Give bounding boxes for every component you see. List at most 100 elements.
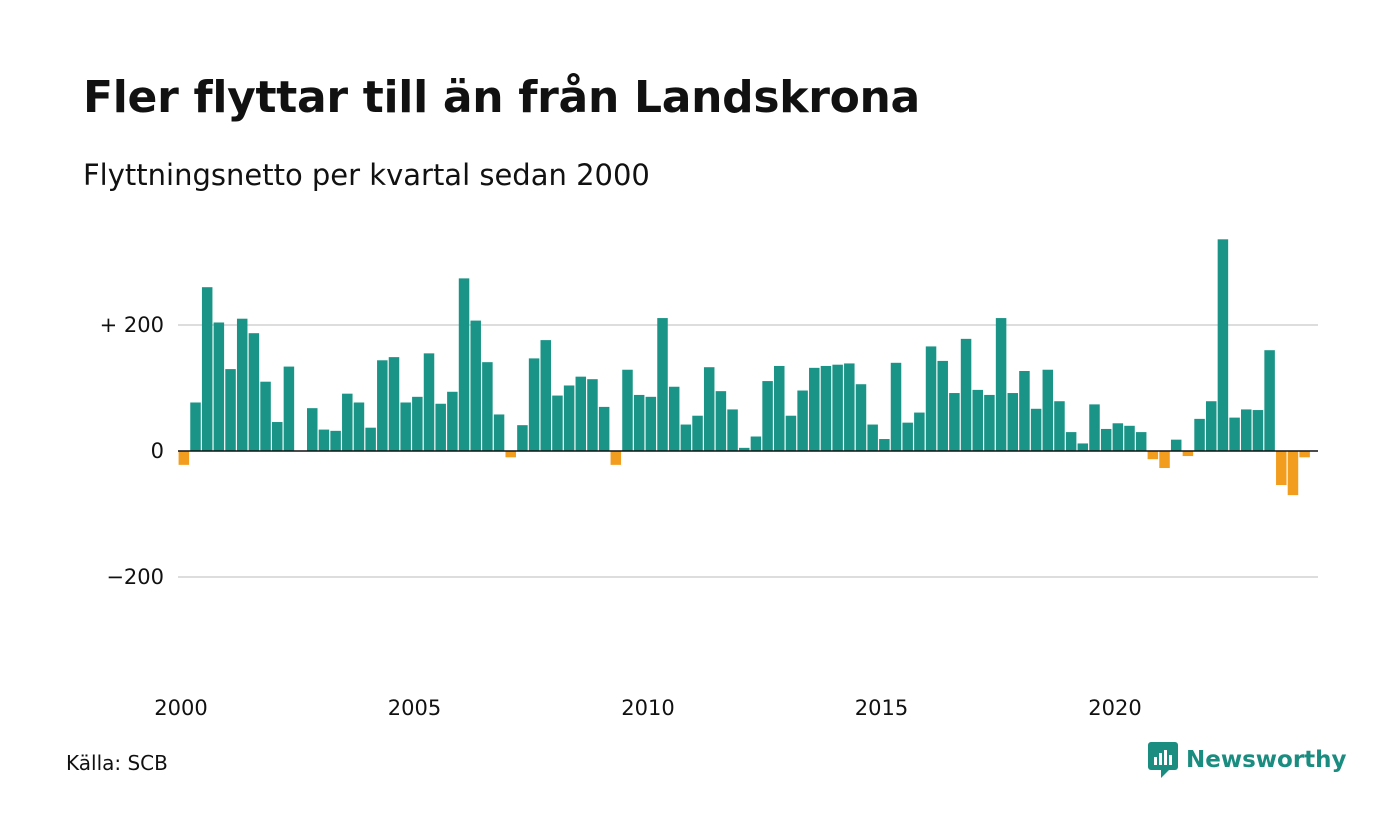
gridlines [178, 324, 1318, 578]
bar [435, 403, 446, 451]
bar [750, 436, 762, 451]
bar [1159, 451, 1170, 469]
bar [809, 367, 820, 451]
bar [1147, 451, 1159, 460]
bar [949, 393, 960, 451]
bar [1054, 401, 1065, 451]
bar [1042, 369, 1054, 451]
bar [785, 415, 797, 451]
bar [797, 390, 808, 451]
bar [1241, 409, 1252, 451]
bar [1182, 451, 1194, 457]
bar [400, 402, 411, 451]
bar [715, 391, 727, 451]
bar [1264, 350, 1275, 451]
newsworthy-logo-icon [1148, 742, 1178, 778]
bar [505, 451, 516, 458]
bar [552, 395, 563, 451]
bar [680, 424, 692, 451]
bar [738, 447, 750, 451]
bar [412, 396, 423, 451]
bar [213, 322, 225, 451]
bar [236, 318, 248, 451]
bar [622, 369, 633, 451]
chart-title: Fler flyttar till än från Landskrona [83, 72, 920, 123]
bar [832, 364, 843, 451]
bar [1287, 451, 1299, 496]
bar [540, 340, 552, 451]
bar [657, 318, 668, 451]
bar [774, 365, 785, 451]
bar [1030, 408, 1042, 451]
bar [610, 451, 622, 465]
bar [727, 409, 738, 451]
bar [633, 394, 645, 451]
bar [1135, 432, 1147, 451]
bar [271, 422, 283, 451]
bar [598, 406, 610, 451]
bar [902, 422, 913, 451]
x-axis-labels: 2000 2005 2010 2015 2020 [154, 696, 1141, 720]
bar [937, 360, 948, 451]
bar [563, 385, 575, 451]
bar [1112, 423, 1124, 451]
x-tick-label: 2010 [621, 696, 674, 720]
bar [528, 358, 540, 451]
bar [178, 451, 190, 465]
bar [517, 425, 528, 451]
bar [201, 287, 213, 451]
bar [260, 381, 271, 451]
bar [1217, 239, 1229, 451]
bar [1065, 432, 1077, 451]
bar [879, 439, 890, 451]
bar [703, 367, 715, 451]
bars [178, 239, 1310, 496]
bar [645, 396, 657, 451]
x-tick-label: 2020 [1088, 696, 1141, 720]
bar [493, 414, 505, 451]
bar [225, 369, 236, 451]
bar [342, 393, 353, 451]
bar [283, 366, 295, 451]
x-tick-label: 2000 [154, 696, 207, 720]
chart-subtitle: Flyttningsnetto per kvartal sedan 2000 [83, 158, 650, 192]
bar [668, 386, 680, 451]
y-axis-labels: + 200 0 −200 [100, 313, 164, 589]
bar [890, 362, 902, 451]
bar [762, 381, 773, 451]
bar [867, 424, 878, 451]
bar [388, 357, 400, 451]
bar [423, 353, 435, 451]
bar [1124, 425, 1135, 451]
bar [447, 391, 458, 451]
bar [855, 384, 867, 451]
bar [984, 394, 995, 451]
bar [1299, 451, 1310, 458]
newsworthy-logo: Newsworthy [1148, 742, 1347, 778]
bar [1205, 401, 1217, 451]
y-tick-label: −200 [106, 565, 164, 589]
bar [482, 362, 493, 451]
bar [587, 379, 598, 451]
bar [470, 320, 481, 451]
x-tick-label: 2005 [388, 696, 441, 720]
y-tick-label: + 200 [100, 313, 164, 337]
source-note: Källa: SCB [66, 751, 168, 775]
newsworthy-logo-text: Newsworthy [1186, 747, 1347, 773]
bar [692, 415, 703, 451]
bar [248, 333, 260, 451]
bar [925, 346, 937, 451]
bar [353, 402, 365, 451]
bar [377, 360, 388, 451]
bar [365, 427, 376, 451]
bar [318, 429, 330, 451]
x-tick-label: 2015 [855, 696, 908, 720]
bar [307, 408, 318, 451]
bar [1100, 428, 1112, 451]
bar [458, 278, 470, 451]
bar [995, 318, 1007, 451]
bar [1229, 417, 1240, 451]
bar [1077, 443, 1089, 451]
bar [844, 363, 855, 451]
